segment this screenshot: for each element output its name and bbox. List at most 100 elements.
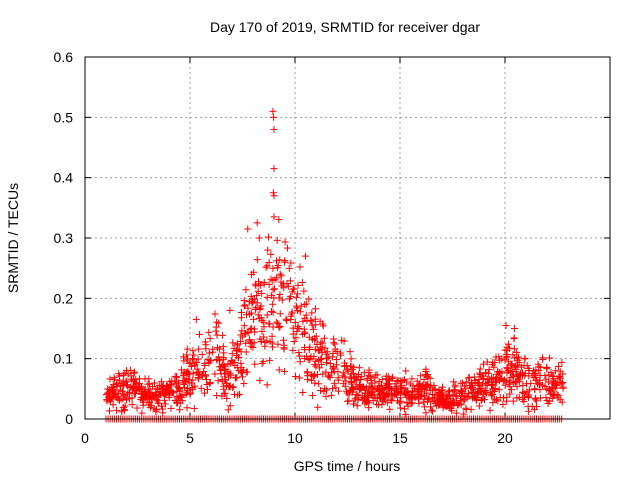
data-point bbox=[265, 320, 273, 328]
data-point bbox=[486, 406, 494, 414]
data-point bbox=[331, 340, 339, 348]
data-point bbox=[296, 358, 304, 366]
data-point bbox=[309, 373, 317, 381]
data-point bbox=[470, 385, 478, 393]
data-point bbox=[445, 392, 453, 400]
data-point bbox=[503, 347, 511, 355]
data-point bbox=[246, 336, 254, 344]
data-point bbox=[435, 396, 443, 404]
data-point bbox=[198, 351, 206, 359]
data-point bbox=[289, 330, 297, 338]
data-point bbox=[270, 285, 278, 293]
data-point bbox=[110, 374, 118, 382]
data-point bbox=[223, 394, 231, 402]
data-point bbox=[512, 362, 520, 370]
data-point bbox=[115, 370, 123, 378]
data-point bbox=[201, 359, 209, 367]
data-point bbox=[269, 264, 277, 272]
data-point bbox=[453, 392, 461, 400]
data-point bbox=[268, 332, 276, 340]
data-point bbox=[125, 388, 133, 396]
data-point bbox=[250, 315, 258, 323]
data-point bbox=[153, 384, 161, 392]
data-point bbox=[303, 316, 311, 324]
data-point bbox=[256, 377, 264, 385]
data-point bbox=[552, 367, 560, 375]
data-point bbox=[510, 345, 518, 353]
data-point bbox=[145, 399, 153, 407]
data-point bbox=[521, 369, 529, 377]
data-point bbox=[309, 391, 317, 399]
data-point bbox=[319, 320, 327, 328]
data-point bbox=[282, 315, 290, 323]
data-point bbox=[212, 327, 220, 335]
data-point bbox=[192, 315, 200, 323]
data-point bbox=[280, 284, 288, 292]
x-tick-label: 20 bbox=[497, 430, 513, 446]
data-point bbox=[469, 383, 477, 391]
data-point bbox=[373, 395, 381, 403]
data-point bbox=[230, 390, 238, 398]
data-point bbox=[543, 365, 551, 373]
data-point bbox=[256, 335, 264, 343]
data-point bbox=[202, 345, 210, 353]
data-point bbox=[450, 378, 458, 386]
data-point bbox=[297, 302, 305, 310]
data-point bbox=[318, 339, 326, 347]
data-point bbox=[361, 389, 369, 397]
data-point bbox=[226, 402, 234, 410]
data-point bbox=[120, 391, 128, 399]
data-point bbox=[303, 368, 311, 376]
y-tick-label: 0.5 bbox=[54, 109, 74, 125]
data-point bbox=[232, 346, 240, 354]
data-point bbox=[401, 384, 409, 392]
data-point bbox=[242, 286, 250, 294]
data-point bbox=[473, 396, 481, 404]
data-point bbox=[325, 372, 333, 380]
data-point bbox=[213, 331, 221, 339]
data-point bbox=[308, 321, 316, 329]
data-point bbox=[559, 383, 567, 391]
data-point bbox=[105, 389, 113, 397]
data-point bbox=[128, 394, 136, 402]
data-point bbox=[246, 310, 254, 318]
data-point bbox=[403, 378, 411, 386]
data-point bbox=[130, 368, 138, 376]
data-point bbox=[121, 369, 129, 377]
data-point bbox=[296, 374, 304, 382]
data-point bbox=[117, 382, 125, 390]
data-point bbox=[113, 406, 121, 414]
data-point bbox=[269, 276, 277, 284]
data-point bbox=[260, 333, 268, 341]
data-point bbox=[396, 404, 404, 412]
data-point bbox=[289, 346, 297, 354]
data-point bbox=[317, 387, 325, 395]
data-point bbox=[249, 343, 257, 351]
data-point bbox=[434, 397, 442, 405]
data-point bbox=[181, 384, 189, 392]
data-point bbox=[532, 366, 540, 374]
data-point bbox=[244, 225, 252, 233]
data-point bbox=[291, 319, 299, 327]
data-point bbox=[302, 300, 310, 308]
data-point bbox=[316, 355, 324, 363]
data-point bbox=[373, 400, 381, 408]
data-point bbox=[272, 257, 280, 265]
data-point bbox=[256, 304, 264, 312]
data-point bbox=[485, 366, 493, 374]
data-point bbox=[167, 404, 175, 412]
data-point bbox=[378, 386, 386, 394]
data-point bbox=[480, 360, 488, 368]
data-point bbox=[160, 396, 168, 404]
data-point bbox=[182, 368, 190, 376]
data-point bbox=[287, 259, 295, 267]
data-point bbox=[326, 373, 334, 381]
data-point bbox=[175, 384, 183, 392]
data-point bbox=[437, 387, 445, 395]
data-point bbox=[305, 295, 313, 303]
data-point bbox=[535, 363, 543, 371]
data-point bbox=[185, 379, 193, 387]
data-point bbox=[533, 403, 541, 411]
data-point bbox=[253, 256, 261, 264]
data-point bbox=[273, 236, 281, 244]
